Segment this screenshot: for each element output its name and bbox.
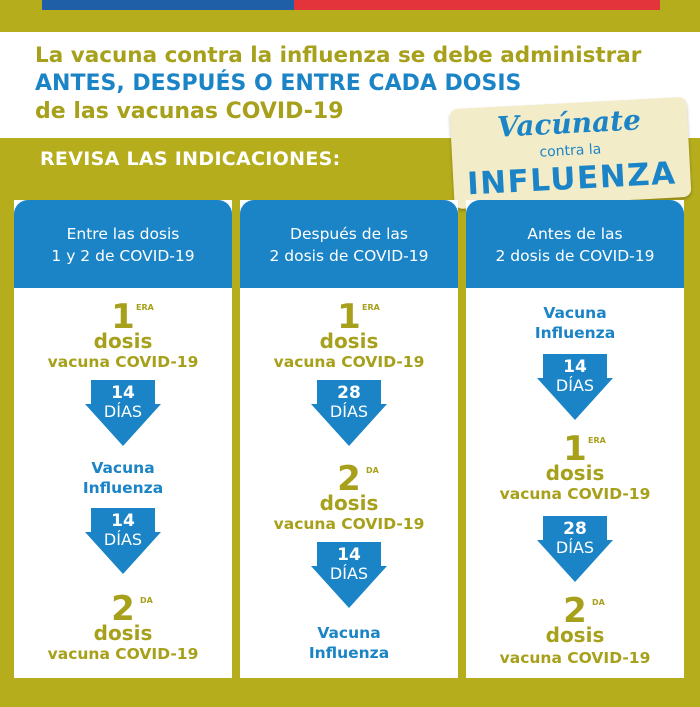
first-dose-label: dosis <box>545 461 605 485</box>
interval-arrow: 14 DÍAS <box>85 380 161 446</box>
down-arrow-icon <box>311 380 387 446</box>
second-dose-vaccine: vacuna COVID-19 <box>273 515 425 533</box>
first-dose-vaccine: vacuna COVID-19 <box>47 353 199 371</box>
interval-arrow: 14 DÍAS <box>311 542 387 608</box>
instructions-heading: REVISA LAS INDICACIONES: <box>40 148 341 170</box>
down-arrow-icon <box>85 508 161 574</box>
interval-unit: DÍAS <box>103 530 143 549</box>
second-dose-vaccine: vacuna COVID-19 <box>499 649 651 667</box>
headline-line-1: La vacuna contra la influenza se debe ad… <box>35 43 642 68</box>
interval-arrow: 14 DÍAS <box>537 354 613 420</box>
interval-unit: DÍAS <box>329 402 369 421</box>
column-header: Antes de las 2 dosis de COVID-19 <box>466 200 684 288</box>
first-dose-suffix: ERA <box>136 303 154 312</box>
flu-vaccine-line-1: Vacuna <box>543 304 607 322</box>
second-dose-number: 2 <box>111 589 135 629</box>
first-dose-vaccine: vacuna COVID-19 <box>273 353 425 371</box>
interval-arrow: 14 DÍAS <box>85 508 161 574</box>
interval-arrow: 28 DÍAS <box>537 516 613 582</box>
headline-banner: La vacuna contra la influenza se debe ad… <box>0 32 700 138</box>
interval-days: 28 <box>563 519 587 539</box>
first-dose-label: dosis <box>319 329 379 353</box>
column-between-doses: Entre las dosis 1 y 2 de COVID-19 1 ERA … <box>14 200 232 678</box>
first-dose-suffix: ERA <box>362 303 380 312</box>
first-dose-vaccine: vacuna COVID-19 <box>499 485 651 503</box>
interval-days: 14 <box>563 357 587 377</box>
second-dose-label: dosis <box>545 623 605 647</box>
interval-days: 14 <box>337 545 361 565</box>
flu-vaccine-line-1: Vacuna <box>91 459 155 477</box>
column-header-line-1: Antes de las <box>527 225 623 243</box>
first-dose-number: 1 <box>337 297 361 337</box>
first-dose-number: 1 <box>563 429 587 469</box>
column-after-doses: Después de las 2 dosis de COVID-19 1 ERA… <box>240 200 458 678</box>
column-before-doses: Antes de las 2 dosis de COVID-19 Vacuna … <box>466 200 684 678</box>
column-header: Después de las 2 dosis de COVID-19 <box>240 200 458 288</box>
column-header-line-1: Después de las <box>290 225 408 243</box>
column-header-line-2: 1 y 2 de COVID-19 <box>51 247 195 265</box>
flag-stripe-blue <box>42 0 294 10</box>
down-arrow-icon <box>311 542 387 608</box>
column-header-line-2: 2 dosis de COVID-19 <box>495 247 655 265</box>
interval-unit: DÍAS <box>555 538 595 557</box>
second-dose-vaccine: vacuna COVID-19 <box>47 645 199 663</box>
headline-line-3: de las vacunas COVID-19 <box>35 99 344 124</box>
interval-days: 14 <box>111 383 135 403</box>
second-dose-label: dosis <box>93 621 153 645</box>
first-dose-suffix: ERA <box>588 436 606 445</box>
first-dose-number: 1 <box>111 297 135 337</box>
column-header-line-1: Entre las dosis <box>66 225 180 243</box>
second-dose-suffix: DA <box>366 466 379 475</box>
second-dose-number: 2 <box>563 591 587 631</box>
flu-vaccine-line-2: Influenza <box>308 644 390 662</box>
flu-vaccine-line-1: Vacuna <box>317 624 381 642</box>
interval-arrow: 28 DÍAS <box>311 380 387 446</box>
column-header-line-2: 2 dosis de COVID-19 <box>269 247 429 265</box>
down-arrow-icon <box>537 516 613 582</box>
second-dose-number: 2 <box>337 459 361 499</box>
flu-vaccine-line-2: Influenza <box>534 324 616 342</box>
second-dose-suffix: DA <box>592 598 605 607</box>
first-dose-label: dosis <box>93 329 153 353</box>
vaccinate-badge: Vacúnate contra la INFLUENZA <box>449 96 692 210</box>
second-dose-suffix: DA <box>140 596 153 605</box>
interval-unit: DÍAS <box>103 402 143 421</box>
column-header: Entre las dosis 1 y 2 de COVID-19 <box>14 200 232 288</box>
headline-line-2: ANTES, DESPUÉS O ENTRE CADA DOSIS <box>35 71 522 96</box>
down-arrow-icon <box>537 354 613 420</box>
interval-unit: DÍAS <box>329 564 369 583</box>
interval-unit: DÍAS <box>555 376 595 395</box>
flag-stripe-red <box>294 0 660 10</box>
second-dose-label: dosis <box>319 491 379 515</box>
interval-days: 28 <box>337 383 361 403</box>
flu-vaccine-line-2: Influenza <box>82 479 164 497</box>
interval-days: 14 <box>111 511 135 531</box>
down-arrow-icon <box>85 380 161 446</box>
